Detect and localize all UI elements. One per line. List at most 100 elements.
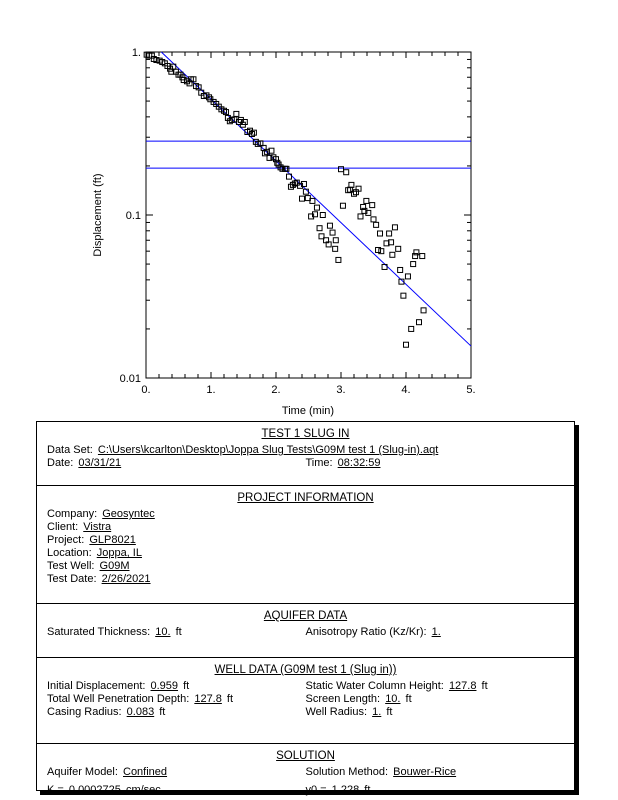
data-point [369,202,376,209]
data-point [412,253,419,260]
data-point [268,147,275,154]
data-point [386,230,393,237]
data-set-label: Data Set: [47,444,93,456]
data-point [274,159,281,166]
y0-value: 1.228 [331,784,360,796]
client-value: Vistra [83,521,112,533]
project-value: GLP8021 [89,534,136,546]
y-tick-label: 1. [132,47,141,59]
test-section: TEST 1 SLUG IN Data Set: C:\Users\kcarlt… [37,428,574,486]
init-disp-unit: ft [183,680,190,692]
data-point [395,245,402,252]
project-label: Project: [47,534,85,546]
data-point [316,225,323,232]
y-tick-label: 0.01 [120,373,141,385]
data-point [335,256,342,263]
thickness-label: Saturated Thickness: [47,626,151,638]
y0-unit: ft [364,784,371,796]
displacement-chart: 0. 1. 2. 3. 4. 5. 0.01 0.1 1. Time (min) Displa… [92,47,476,417]
data-point [373,221,380,228]
casing-unit: ft [159,706,166,718]
data-point [410,261,417,268]
well-section: WELL DATA (G09M test 1 (Slug in)) Initia… [37,664,574,744]
data-point [286,173,292,180]
data-point [400,292,407,299]
data-point [221,107,227,114]
data-point [365,209,372,216]
test-date-label: Test Date: [47,573,97,585]
date-label: Date: [47,457,74,469]
data-point [370,216,377,223]
company-label: Company: [47,508,98,520]
location-value: Joppa, IL [96,547,142,559]
test-well-label: Test Well: [47,560,95,572]
data-point [319,212,326,218]
data-point [287,183,294,190]
data-point [266,154,273,161]
project-section: PROJECT INFORMATION Company: Geosyntec C… [37,492,574,604]
anisotropy-value: 1. [431,626,441,638]
x-tick-label: 3. [336,384,345,396]
x-axis-title: Time (min) [282,405,334,417]
swch-label: Static Water Column Height: [305,680,444,692]
y-axis-title: Displacement (ft) [92,173,104,256]
x-tick-label: 4. [401,384,410,396]
location-label: Location: [47,547,92,559]
data-point [398,278,405,285]
data-point [343,169,350,176]
data-point [363,197,370,204]
data-point [180,77,187,84]
data-point [248,131,255,138]
casing-label: Casing Radius: [47,706,122,718]
data-point [352,189,359,196]
data-point [348,181,355,188]
data-point [360,203,367,210]
data-point [222,109,229,116]
thickness-value: 10. [155,626,171,638]
depth-value: 127.8 [194,693,222,705]
x-tick-label: 1. [206,384,215,396]
time-value: 08:32:59 [337,457,381,469]
data-point [391,224,398,231]
thickness-unit: ft [175,626,182,638]
data-point [257,140,264,147]
solution-section: SOLUTION Aquifer Model: Confined Solutio… [37,750,574,797]
y-tick-label: 0.1 [126,210,141,222]
data-point [413,249,420,256]
data-point [318,233,325,240]
screen-label: Screen Length: [305,693,381,705]
data-point [416,319,422,326]
data-point [332,237,339,244]
data-point [293,179,300,186]
well-radius-unit: ft [386,706,393,718]
data-point [297,182,304,189]
aquifer-title: AQUIFER DATA [263,610,348,622]
data-point [375,246,382,253]
fit-line [160,51,472,347]
data-point [351,190,357,197]
x-tick-label: 5. [466,384,475,396]
data-point [408,325,415,332]
data-point [347,186,354,193]
swch-value: 127.8 [448,680,477,692]
test-date-value: 2/26/2021 [101,573,151,585]
data-point [388,239,395,246]
data-point [377,230,383,237]
well-title: WELL DATA (G09M test 1 (Slug in)) [214,664,397,676]
data-set-value: C:\Users\kcarlton\Desktop\Joppa Slug Tes… [97,444,439,456]
x-tick-label: 0. [141,384,150,396]
model-label: Aquifer Model: [47,766,118,778]
data-point [153,57,160,64]
solution-title: SOLUTION [276,750,335,762]
model-value: Confined [123,766,168,778]
test-title: TEST 1 SLUG IN [261,428,350,440]
data-point [250,129,257,136]
data-point [309,197,316,204]
data-point [381,263,388,270]
data-point [312,211,318,218]
k-unit: cm/sec [125,784,161,796]
data-point [404,273,411,280]
method-value: Bouwer-Rice [393,766,457,778]
data-point [325,241,332,248]
k-value: 0.0002725 [68,784,121,796]
